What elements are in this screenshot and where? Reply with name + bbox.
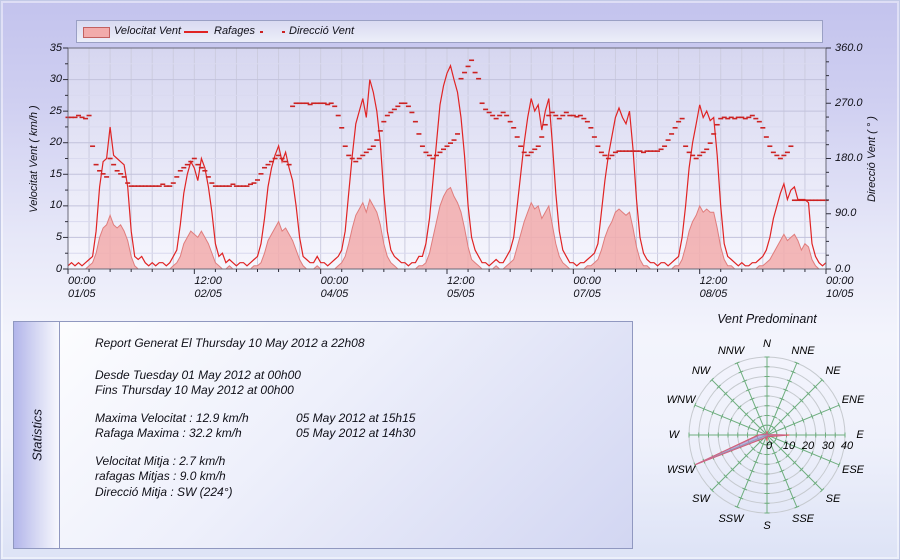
rose-scale-label: 30	[821, 440, 835, 452]
report-generated-line: Report Generat El Thursday 10 May 2012 a…	[95, 336, 365, 350]
rose-direction-label: S	[763, 520, 771, 532]
left-axis-tick-label: 10	[49, 199, 62, 212]
rose-scale-label: 20	[801, 440, 815, 452]
x-tick-date: 02/05	[194, 288, 222, 300]
x-axis-tick-label: 12:00 02/05	[194, 275, 222, 301]
statistics-body: Report Generat El Thursday 10 May 2012 a…	[60, 322, 632, 548]
rose-direction-label: NW	[691, 365, 711, 377]
statistics-tab-label: Statistics	[29, 408, 44, 462]
rose-velocitat-polygon	[694, 431, 787, 466]
max-speed-line: Maxima Velocitat : 12.9 km/h 05 May 2012…	[95, 411, 632, 427]
x-tick-date: 07/05	[573, 288, 601, 300]
rose-direction-label: E	[856, 429, 864, 441]
max-gust-timestamp: 05 May 2012 at 14h30	[296, 426, 416, 440]
chart-legend: Velocitat Vent Rafages Direcció Vent	[76, 20, 823, 43]
x-tick-time: 00:00	[573, 275, 601, 287]
left-axis-tick-label: 20	[49, 136, 62, 149]
rose-direction-label: ENE	[841, 394, 865, 406]
direccio-dot-swatch-icon	[260, 31, 263, 33]
left-axis-tick-label: 15	[49, 167, 62, 180]
wind-time-series-chart	[63, 47, 831, 274]
rose-scale-label: 40	[840, 440, 854, 452]
x-tick-date: 04/05	[320, 288, 349, 300]
x-tick-time: 12:00	[194, 275, 222, 287]
rose-direction-label: NE	[825, 365, 841, 377]
left-axis-tick-label: 0	[55, 262, 62, 275]
x-tick-time: 12:00	[699, 275, 728, 287]
rose-direction-label: W	[668, 429, 680, 441]
legend-label-direccio: Direcció Vent	[289, 25, 355, 37]
rose-scale-label: 0	[765, 440, 773, 452]
x-axis-tick-label: 00:00 10/05	[826, 275, 854, 301]
wind-rose-chart	[641, 327, 899, 553]
rose-direction-label: ESE	[841, 464, 865, 476]
x-axis-tick-label: 12:00 08/05	[700, 275, 728, 301]
right-axis-tick-label: 360.0	[835, 41, 863, 54]
x-tick-date: 01/05	[68, 288, 96, 300]
plot-canvas	[63, 47, 831, 274]
x-tick-date: 10/05	[826, 288, 854, 300]
x-tick-time: 00:00	[826, 275, 854, 287]
legend-label-velocitat: Velocitat Vent	[114, 25, 182, 37]
left-axis-tick-label: 35	[49, 41, 62, 54]
x-axis-tick-label: 12:00 05/05	[447, 275, 475, 301]
rafages-line-series	[67, 63, 827, 267]
left-axis-tick-label: 30	[49, 73, 62, 86]
velocitat-area-series	[68, 186, 826, 270]
statistics-panel: Statistics Report Generat El Thursday 10…	[13, 321, 633, 549]
rose-direction-label: SE	[825, 493, 841, 505]
max-gust-line: Rafaga Maxima : 32.2 km/h 05 May 2012 at…	[95, 426, 632, 442]
x-tick-time: 00:00	[320, 275, 349, 287]
rafages-line-swatch-icon	[184, 31, 208, 33]
right-axis-tick-label: 90.0	[835, 207, 857, 220]
rose-direction-label: WSW	[666, 464, 696, 476]
rose-direction-label: NNE	[791, 345, 815, 357]
max-gust-value: Rafaga Maxima : 32.2 km/h	[95, 426, 242, 440]
legend-label-rafages: Rafages	[214, 25, 255, 37]
left-axis-tick-label: 25	[49, 104, 62, 117]
rose-direction-label: SSE	[791, 513, 815, 525]
avg-gust-line: rafagas Mitjas : 9.0 km/h	[95, 469, 226, 483]
rose-direction-label: N	[763, 338, 771, 350]
x-axis-tick-label: 00:00 07/05	[573, 275, 601, 301]
x-tick-time: 00:00	[68, 275, 96, 287]
x-axis-tick-label: 00:00 01/05	[68, 275, 96, 301]
statistics-tab: Statistics	[14, 322, 60, 548]
x-tick-date: 08/05	[699, 288, 728, 300]
x-axis-tick-label: 00:00 04/05	[321, 275, 349, 301]
max-speed-value: Maxima Velocitat : 12.9 km/h	[95, 410, 249, 425]
period-to-line: Fins Thursday 10 May 2012 at 00h00	[95, 383, 294, 397]
x-tick-time: 12:00	[447, 275, 475, 287]
velocitat-area-swatch-icon	[83, 27, 110, 38]
rose-direction-label: NNW	[717, 345, 745, 357]
rose-direction-label: SW	[692, 493, 710, 505]
avg-direction-line: Direcció Mitja : SW (224°)	[95, 484, 233, 499]
right-axis-tick-label: 180.0	[835, 152, 863, 164]
right-axis-tick-label: 0.0	[835, 262, 851, 275]
wind-rose-title: Vent Predominant	[717, 312, 817, 326]
rose-direction-label: WNW	[666, 394, 696, 406]
wind-rose-canvas	[688, 356, 846, 514]
left-axis-tick-label: 5	[55, 230, 62, 243]
axis-ticks	[63, 47, 831, 274]
direccio-dot-swatch-icon	[282, 31, 285, 33]
avg-speed-line: Velocitat Mitja : 2.7 km/h	[95, 453, 226, 468]
right-axis-tick-label: 270.0	[835, 96, 863, 109]
rose-direction-label: SSW	[718, 513, 744, 525]
x-tick-date: 05/05	[447, 288, 475, 300]
rose-scale-label: 10	[782, 440, 796, 452]
max-speed-timestamp: 05 May 2012 at 15h15	[296, 410, 416, 425]
period-from-line: Desde Tuesday 01 May 2012 at 00h00	[95, 367, 301, 382]
direccio-scatter-series	[65, 59, 829, 202]
